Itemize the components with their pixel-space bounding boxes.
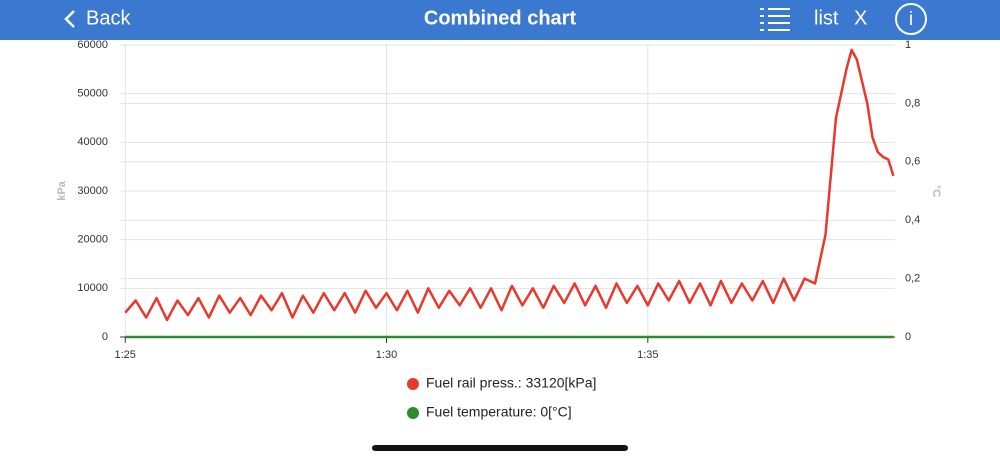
y2-axis-label: °C xyxy=(930,185,942,197)
y2-tick-label: 0,8 xyxy=(905,97,920,109)
y2-tick-label: 0,6 xyxy=(905,156,920,168)
y2-tick-label: 0 xyxy=(905,331,911,343)
y-tick-label: 60000 xyxy=(77,39,108,51)
list-button[interactable]: list xyxy=(814,7,839,29)
y-tick-label: 10000 xyxy=(77,282,108,294)
back-chevron xyxy=(64,10,75,28)
list-icon[interactable] xyxy=(760,8,790,31)
info-label: i xyxy=(909,9,913,30)
header-bar xyxy=(0,0,1000,40)
y-tick-label: 50000 xyxy=(77,88,108,100)
legend-swatch xyxy=(407,407,419,419)
info-button[interactable]: i xyxy=(895,3,927,35)
x-tick-label: 1:30 xyxy=(376,349,397,361)
home-indicator xyxy=(372,445,628,451)
close-button[interactable]: X xyxy=(854,7,867,29)
x-tick-label: 1:35 xyxy=(637,349,658,361)
header-title: Combined chart xyxy=(424,7,577,29)
y2-tick-label: 0,4 xyxy=(905,214,920,226)
back-button[interactable]: Back xyxy=(64,7,131,29)
legend-swatch xyxy=(407,378,419,390)
y2-tick-label: 0,2 xyxy=(905,273,920,285)
y-tick-label: 30000 xyxy=(77,185,108,197)
y-tick-label: 20000 xyxy=(77,234,108,246)
series-line xyxy=(124,48,895,322)
chart: 0 10000 20000 30000 40000 50000 60000 0 0,2 0,4 0,… xyxy=(77,39,920,420)
y-tick-label: 0 xyxy=(102,331,108,343)
legend-label: Fuel temperature: 0[°C] xyxy=(426,404,572,420)
back-label: Back xyxy=(86,7,131,29)
legend-label: Fuel rail press.: 33120[kPa] xyxy=(426,375,596,391)
y-axis-label: kPa xyxy=(56,180,68,200)
x-tick-label: 1:25 xyxy=(115,349,136,361)
y2-tick-label: 1 xyxy=(905,39,911,51)
y-tick-label: 40000 xyxy=(77,136,108,148)
